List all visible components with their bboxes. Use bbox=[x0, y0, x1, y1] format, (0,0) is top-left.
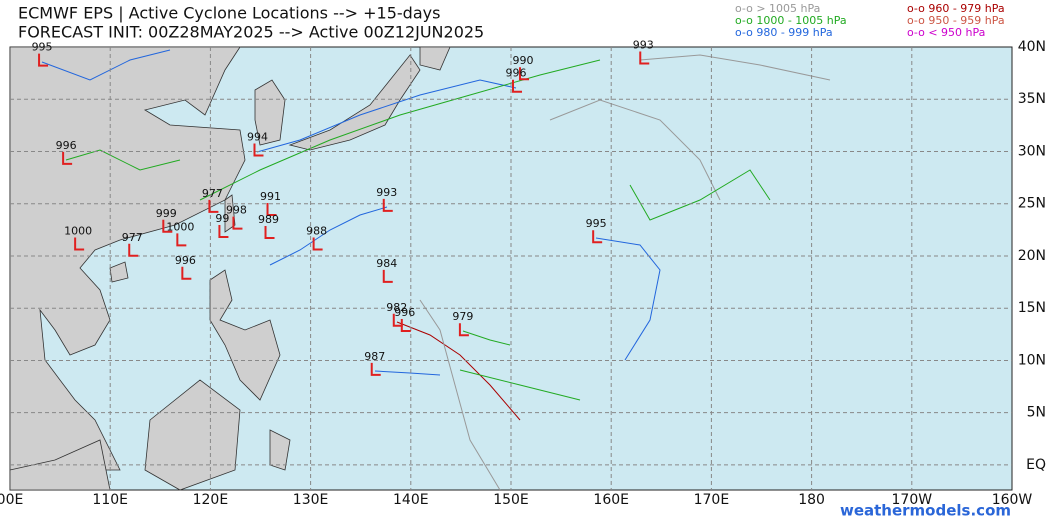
storm-pressure: 982 bbox=[386, 301, 407, 314]
storm-pressure: 993 bbox=[633, 39, 654, 52]
storm-pressure: 998 bbox=[226, 204, 247, 217]
storm-marker bbox=[128, 243, 139, 257]
legend-entry: o-o 950 - 959 hPa bbox=[907, 14, 1005, 27]
storm-marker bbox=[370, 362, 381, 376]
storm-marker bbox=[639, 51, 650, 65]
storm-pressure: 995 bbox=[32, 41, 53, 54]
lat-label: 10N bbox=[1018, 352, 1046, 368]
storm-pressure: 979 bbox=[452, 310, 473, 323]
storm-pressure: 1000 bbox=[64, 225, 92, 238]
lon-label: 00E bbox=[0, 492, 23, 508]
lat-label: 35N bbox=[1018, 91, 1046, 107]
storm-pressure: 988 bbox=[306, 225, 327, 238]
storm-marker bbox=[266, 203, 277, 217]
storm-pressure: 996 bbox=[175, 254, 196, 267]
storm-marker bbox=[232, 216, 243, 230]
lat-label: 20N bbox=[1018, 248, 1046, 264]
storm-marker bbox=[38, 53, 49, 67]
storm-marker bbox=[218, 224, 229, 238]
lat-label: 30N bbox=[1018, 143, 1046, 159]
storm-pressure: 977 bbox=[202, 187, 223, 200]
lon-label: 140E bbox=[393, 492, 429, 508]
storm-marker bbox=[208, 199, 219, 213]
storm-pressure: 999 bbox=[156, 207, 177, 220]
lon-label: 110E bbox=[92, 492, 128, 508]
storm-pressure: 996 bbox=[56, 139, 77, 152]
storm-pressure: 993 bbox=[376, 186, 397, 199]
site-credit: weathermodels.com bbox=[840, 502, 1011, 520]
lon-label: 150E bbox=[493, 492, 529, 508]
storm-pressure: 989 bbox=[258, 213, 279, 226]
lon-label: 170W bbox=[892, 492, 933, 508]
lon-label: 120E bbox=[193, 492, 229, 508]
storm-pressure: 996 bbox=[394, 306, 415, 319]
storm-marker bbox=[62, 151, 73, 165]
storm-marker bbox=[312, 237, 323, 251]
storm-pressure: 99 bbox=[215, 212, 229, 225]
storm-pressure: 990 bbox=[513, 54, 534, 67]
storm-marker bbox=[176, 233, 187, 247]
lon-label: 180 bbox=[798, 492, 825, 508]
storm-pressure: 996 bbox=[506, 67, 527, 80]
lat-label: 15N bbox=[1018, 300, 1046, 316]
storm-marker bbox=[162, 219, 173, 233]
storm-marker bbox=[592, 230, 603, 244]
storm-marker bbox=[392, 313, 403, 327]
lat-label: 25N bbox=[1018, 196, 1046, 212]
lon-label: 170E bbox=[694, 492, 730, 508]
lat-label: EQ bbox=[1026, 457, 1046, 473]
legend-entry: o-o 960 - 979 hPa bbox=[907, 2, 1005, 15]
storm-pressure: 995 bbox=[586, 217, 607, 230]
tracks bbox=[41, 49, 831, 491]
lat-label: 40N bbox=[1018, 39, 1046, 55]
storm-marker bbox=[458, 323, 469, 337]
legend-entry: o-o 1000 - 1005 hPa bbox=[735, 14, 847, 27]
land bbox=[9, 46, 451, 491]
lon-label: 130E bbox=[293, 492, 329, 508]
storm-pressure: 994 bbox=[247, 130, 268, 143]
legend-entry: o-o 980 - 999 hPa bbox=[735, 26, 833, 39]
storm-marker bbox=[181, 266, 192, 280]
title: ECMWF EPS | Active Cyclone Locations -->… bbox=[18, 4, 440, 23]
storm-pressure: 987 bbox=[364, 350, 385, 363]
legend-entry: o-o < 950 hPa bbox=[907, 26, 985, 39]
storm-marker bbox=[382, 198, 393, 212]
legend-entry: o-o > 1005 hPa bbox=[735, 2, 820, 15]
storm-marker bbox=[74, 237, 85, 251]
storm-marker bbox=[253, 143, 264, 157]
storm-pressure: 1000 bbox=[166, 220, 194, 233]
storm-marker bbox=[382, 269, 393, 283]
lat-label: 5N bbox=[1027, 405, 1046, 421]
storm-pressure: 984 bbox=[376, 257, 397, 270]
lon-label: 160E bbox=[593, 492, 629, 508]
lon-label: 160W bbox=[992, 492, 1033, 508]
storm-pressure: 991 bbox=[260, 190, 281, 203]
storm-pressure: 977 bbox=[122, 231, 143, 244]
storm-marker bbox=[264, 226, 275, 240]
storm-marker bbox=[400, 319, 411, 333]
storm-marker bbox=[512, 79, 523, 93]
storm-marker bbox=[519, 67, 530, 81]
subtitle: FORECAST INIT: 00Z28MAY2025 --> Active 0… bbox=[18, 23, 484, 42]
